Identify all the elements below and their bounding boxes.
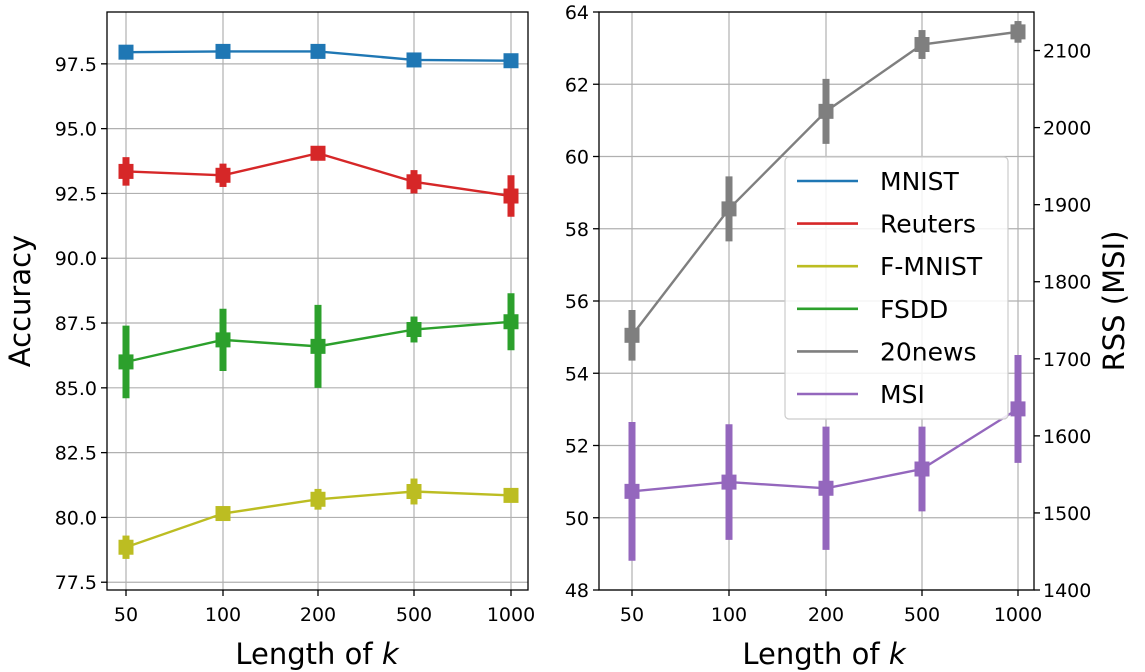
left-x-tick-label: 200 <box>300 604 336 626</box>
left-y-tick-label: 87.5 <box>55 313 97 335</box>
data-point-f-mnist <box>310 491 326 507</box>
data-point-20news <box>721 201 737 217</box>
data-point-f-mnist <box>503 487 519 503</box>
data-point-fsdd <box>215 332 231 348</box>
data-point-msi <box>914 461 930 477</box>
right-y-right-tick-label: 1600 <box>1043 426 1091 448</box>
left-y-tick-label: 80.0 <box>55 507 97 529</box>
right-y-tick-label: 64 <box>565 2 589 24</box>
data-point-20news <box>1010 24 1026 40</box>
left-y-tick-label: 95.0 <box>55 119 97 141</box>
legend-label: MSI <box>880 380 925 409</box>
data-point-mnist <box>310 43 326 59</box>
data-point-mnist <box>118 44 134 60</box>
right-y-right-tick-label: 2100 <box>1043 41 1091 63</box>
data-point-mnist <box>406 52 422 68</box>
data-point-fsdd <box>406 322 422 338</box>
right-x-tick-label: 100 <box>711 604 747 626</box>
legend-label: FSDD <box>880 295 948 324</box>
data-point-reuters <box>310 145 326 161</box>
left-y-tick-label: 90.0 <box>55 248 97 270</box>
legend-label: 20news <box>880 337 977 366</box>
right-x-tick-label: 1000 <box>994 604 1042 626</box>
right-x-axis-label-text: Length of <box>742 637 880 671</box>
right-y-tick-label: 50 <box>565 508 589 530</box>
left-y-axis-label: Accuracy <box>3 235 37 367</box>
legend-label: Reuters <box>880 210 976 239</box>
data-point-f-mnist <box>215 506 231 522</box>
right-y-axis-label: RSS (MSI) <box>1097 231 1131 372</box>
left-x-axis-label-text: Length of <box>235 637 373 671</box>
data-point-reuters <box>503 188 519 204</box>
left-y-tick-label: 77.5 <box>55 572 97 594</box>
data-point-f-mnist <box>118 539 134 555</box>
left-x-tick-label: 500 <box>396 604 432 626</box>
series-reuters <box>118 145 519 217</box>
left-chart-panel: 50 100 200 500 1000 77.5 80.0 82.5 85.0 87.5 90.0 9… <box>3 11 535 671</box>
data-point-fsdd <box>310 338 326 354</box>
left-x-tick-label: 1000 <box>487 604 535 626</box>
left-x-tick-label: 100 <box>205 604 241 626</box>
right-y-right-tick-label: 1400 <box>1043 580 1091 602</box>
data-point-msi <box>721 474 737 490</box>
data-point-msi <box>818 480 834 496</box>
data-point-mnist <box>215 43 231 59</box>
legend-label: MNIST <box>880 167 960 196</box>
series-fsdd <box>118 293 519 399</box>
right-y-tick-label: 56 <box>565 291 589 313</box>
right-y-tick-label: 60 <box>565 147 589 169</box>
right-y-right-tick-label: 1900 <box>1043 195 1091 217</box>
data-point-f-mnist <box>406 484 422 500</box>
data-point-reuters <box>215 167 231 183</box>
legend-label: F-MNIST <box>880 252 983 281</box>
data-point-reuters <box>118 163 134 179</box>
right-x-tick-label: 500 <box>904 604 940 626</box>
right-x-tick-label: 200 <box>808 604 844 626</box>
left-x-axis-label: Length of k <box>235 637 399 671</box>
right-y-tick-label: 54 <box>565 363 589 385</box>
series-f-mnist <box>118 478 519 559</box>
series-20news <box>624 21 1026 361</box>
left-y-tick-label: 97.5 <box>55 54 97 76</box>
left-x-tick-label: 50 <box>114 604 138 626</box>
right-ticks: 50 100 200 500 1000 48 50 52 54 56 58 60 62 64 1400 150… <box>565 2 1092 626</box>
data-point-reuters <box>406 174 422 190</box>
data-point-fsdd <box>503 314 519 330</box>
data-point-fsdd <box>118 354 134 370</box>
legend: MNIST Reuters F-MNIST FSDD 20news MSI <box>784 156 1009 420</box>
right-x-tick-label: 50 <box>620 604 644 626</box>
data-point-20news <box>624 327 640 343</box>
data-point-20news <box>818 103 834 119</box>
legend-items: MNIST Reuters F-MNIST FSDD 20news MSI <box>797 167 983 409</box>
left-series-group <box>118 43 519 559</box>
series-msi <box>624 354 1026 561</box>
right-x-axis-label: Length of k <box>742 637 906 671</box>
data-point-20news <box>914 37 930 53</box>
right-x-axis-label-var: k <box>889 637 907 671</box>
data-point-msi <box>1010 401 1026 417</box>
left-x-axis-label-var: k <box>382 637 400 671</box>
left-ticks: 50 100 200 500 1000 77.5 80.0 82.5 85.0 87.5 90.0 9… <box>55 54 535 626</box>
right-y-tick-label: 52 <box>565 436 589 458</box>
left-y-tick-label: 82.5 <box>55 443 97 465</box>
left-y-tick-label: 92.5 <box>55 183 97 205</box>
series-mnist <box>118 43 519 69</box>
right-series-group <box>624 21 1026 561</box>
right-y-tick-label: 48 <box>565 580 589 602</box>
right-y-right-tick-label: 1500 <box>1043 503 1091 525</box>
right-y-tick-label: 58 <box>565 219 589 241</box>
right-y-right-tick-label: 1800 <box>1043 272 1091 294</box>
data-point-msi <box>624 483 640 499</box>
right-y-right-tick-label: 1700 <box>1043 349 1091 371</box>
right-y-right-tick-label: 2000 <box>1043 118 1091 140</box>
right-y-tick-label: 62 <box>565 74 589 96</box>
left-y-tick-label: 85.0 <box>55 378 97 400</box>
data-point-mnist <box>503 53 519 69</box>
